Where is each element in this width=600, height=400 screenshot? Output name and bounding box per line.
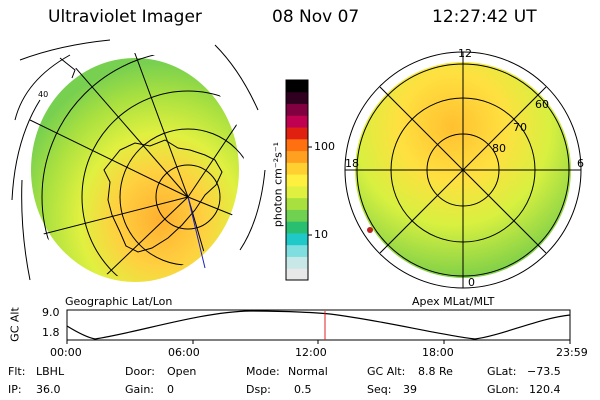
colorbar-label-10: 10 [314,228,328,241]
colorbar-segment [286,209,308,222]
door-label: Door: [125,365,155,378]
altitude-frame [66,309,571,341]
flt-label: Flt: [8,365,26,378]
mode-label: Mode: [246,365,280,378]
altitude-curve [66,310,571,340]
colorbar-segment [286,150,308,163]
glat-label: GLat: [487,365,517,378]
coastline [103,139,223,253]
instrument-title: Ultraviolet Imager [48,7,202,27]
mlt-label-0: 0 [468,276,475,289]
left-map-panel: 40 [11,39,266,282]
colorbar-frame [285,79,309,281]
colorbar-segment [286,91,308,105]
altitude-panel [66,309,571,344]
gain-value: 0 [167,383,174,396]
door-value: Open [167,365,197,378]
altitude-y-tick-low: 1.8 [42,326,60,339]
colorbar-unit-label: photon cm⁻²s⁻¹ [271,141,285,228]
colorbar-segment [286,162,308,175]
altitude-x-ticks [66,340,571,344]
right-grid-lines [344,51,582,289]
mlat-label-80: 80 [492,142,506,155]
right-map-panel [344,51,582,289]
altitude-x-tick-1800: 18:00 [422,346,454,359]
colorbar-segment [286,185,308,199]
glon-label: GLon: [487,383,519,396]
left-image-disk [31,58,239,282]
lat-label: 40 [38,90,48,99]
seq-label: Seq: [367,383,392,396]
outer-map-arcs [11,39,266,281]
altitude-x-tick-1200: 12:00 [295,346,327,359]
colorbar-segment [286,256,308,269]
colorbar-segment [286,221,308,234]
flt-value: LBHL [36,365,65,378]
altitude-axis-title: GC Alt [8,307,22,342]
altitude-x-tick-0000: 00:00 [50,346,82,359]
ip-value: 36.0 [36,383,61,396]
glat-value: −73.5 [527,365,561,378]
gain-label: Gain: [125,383,154,396]
spacecraft-marker [367,227,373,233]
mlt-label-18: 18 [345,157,359,170]
dsp-value: 0.5 [294,383,312,396]
mlt-label-6: 6 [577,157,584,170]
colorbar-segment [286,232,308,246]
colorbar-segment [286,103,308,116]
colorbar [285,79,312,281]
mlat-label-60: 60 [535,98,549,111]
observation-date: 08 Nov 07 [272,7,360,27]
colorbar-segments [286,80,308,281]
altitude-x-tick-0600: 06:00 [168,346,200,359]
colorbar-segment [286,115,308,128]
colorbar-segment [286,268,308,281]
colorbar-segment [286,127,308,140]
altitude-x-tick-2359: 23:59 [556,346,588,359]
colorbar-segment [286,244,308,257]
colorbar-segment [286,174,308,187]
colorbar-label-100: 100 [314,140,335,153]
gcalt-label: GC Alt: [367,365,406,378]
left-grid-lines [20,53,244,277]
mlat-label-70: 70 [513,121,527,134]
colorbar-segment [286,80,308,93]
meridian-line [187,196,206,269]
right-map-caption: Apex MLat/MLT [412,295,495,308]
altitude-y-tick-high: 9.0 [42,306,60,319]
colorbar-segment [286,197,308,210]
left-map-caption: Geographic Lat/Lon [65,295,173,308]
observation-time: 12:27:42 UT [432,7,537,27]
glon-value: 120.4 [529,383,561,396]
gcalt-value: 8.8 Re [418,365,453,378]
mlt-label-12: 12 [458,47,472,60]
mode-value: Normal [288,365,328,378]
ip-label: IP: [8,383,22,396]
colorbar-segment [286,138,308,152]
seq-value: 39 [403,383,417,396]
dsp-label: Dsp: [246,383,271,396]
